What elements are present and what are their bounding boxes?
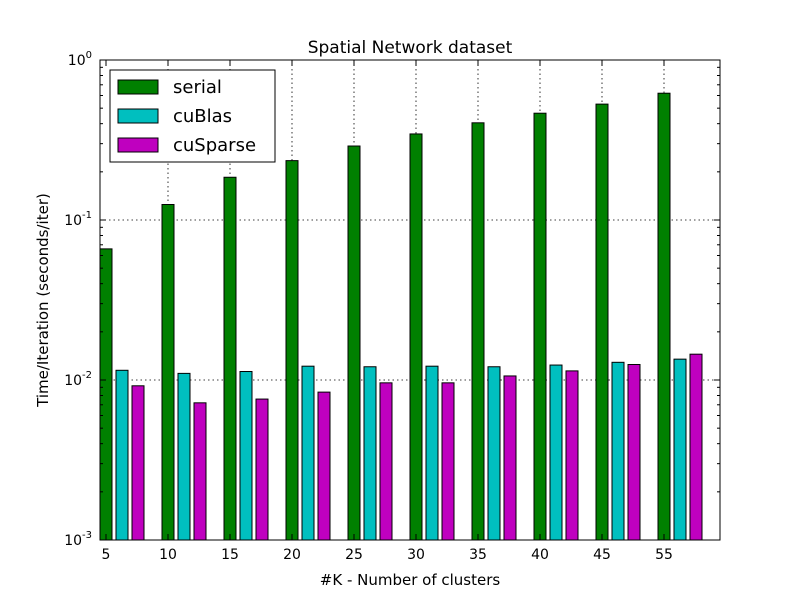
bar-serial-25 [347,145,361,541]
bar-serial-20 [285,160,299,541]
x-tick-label: 45 [593,547,611,563]
chart-title: Spatial Network dataset [308,38,513,58]
bar-serial-30 [409,133,423,541]
x-axis-label: #K - Number of clusters [320,571,501,589]
bar-cuSparse-25 [379,382,393,541]
bar-cuSparse-20 [317,391,331,541]
x-tick-label: 30 [407,547,425,563]
axis-ticks: 10-3 10-2 10-1 100 5 10 15 20 25 30 35 40 45 55 [64,50,720,563]
legend: serial cuBlas cuSparse [109,69,276,163]
bar-cuSparse-30 [441,382,455,541]
bar-serial-45 [595,103,609,541]
x-tick-label: 40 [531,547,549,563]
x-tick-label: 15 [221,547,239,563]
bar-cuBlas-35 [487,366,501,541]
plot-frame [99,59,721,541]
bar-cuBlas-40 [549,364,563,541]
x-tick-label: 5 [102,547,111,563]
legend-label: cuBlas [173,106,232,127]
bar-cuSparse-10 [193,402,207,541]
y-tick-label: 10-1 [64,210,92,229]
bar-cuBlas-30 [425,365,439,541]
bar-cuBlas-5 [115,369,129,541]
bar-cuBlas-25 [363,366,377,541]
bar-cuBlas-15 [239,371,253,541]
bar-cuSparse-5 [131,385,145,541]
bar-serial-35 [471,122,485,541]
x-tick-label: 25 [345,547,363,563]
bar-cuBlas-20 [301,365,315,541]
bar-serial-15 [223,176,237,541]
bar-cuSparse-55 [689,353,703,541]
bar-serial-5 [99,248,113,541]
bar-cuBlas-10 [177,372,191,541]
bar-serial-10 [161,203,175,541]
y-tick-label: 10-3 [64,530,92,549]
bar-serial-55 [657,92,671,541]
bar-cuBlas-55 [673,358,687,541]
y-tick-label: 100 [68,50,92,69]
legend-swatch-serial [117,79,159,95]
x-tick-label: 10 [159,547,177,563]
y-axis-label: Time/Iteration (seconds/iter) [34,193,52,408]
bar-cuSparse-15 [255,398,269,541]
bar-cuSparse-45 [627,363,641,541]
legend-label: serial [173,77,222,98]
x-tick-label: 20 [283,547,301,563]
x-tick-label: 55 [655,547,673,563]
bar-serial-40 [533,112,547,541]
bar-cuSparse-40 [565,370,579,541]
x-tick-label: 35 [469,547,487,563]
bar-cuSparse-35 [503,375,517,541]
y-tick-label: 10-2 [64,370,92,389]
bar-cuBlas-45 [611,361,625,541]
legend-swatch-cuBlas [117,108,159,124]
legend-swatch-cuSparse [117,137,159,153]
legend-label: cuSparse [173,135,256,156]
bars [99,92,703,541]
